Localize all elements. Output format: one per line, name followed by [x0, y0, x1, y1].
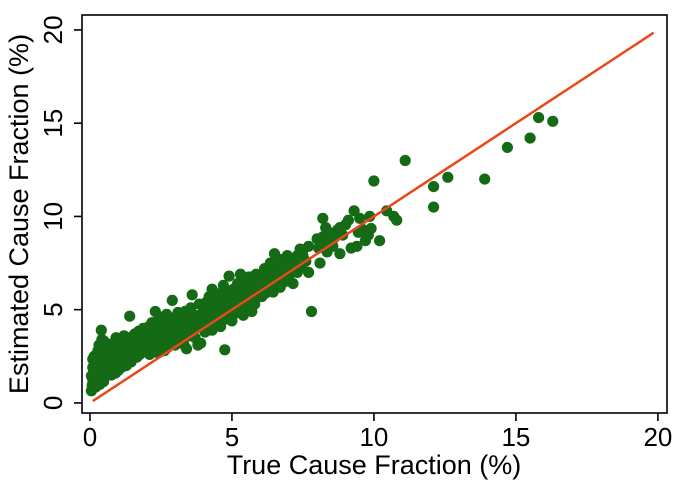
scatter-point — [180, 343, 193, 355]
scatter-point — [327, 240, 339, 252]
scatter-point — [90, 373, 102, 385]
y-tick-label: 0 — [38, 396, 68, 410]
scatter-point — [342, 214, 354, 226]
scatter-point — [368, 175, 380, 187]
x-tick-label: 20 — [643, 422, 672, 452]
scatter-point — [354, 212, 366, 224]
scatter-point — [391, 214, 403, 226]
scatter-point — [479, 173, 491, 185]
scatter-point — [124, 310, 136, 322]
scatter-point — [223, 270, 235, 282]
scatter-point — [314, 257, 326, 269]
scatter-point — [533, 112, 545, 124]
y-tick-label: 10 — [38, 202, 68, 231]
scatter-point — [524, 132, 536, 144]
y-tick-label: 20 — [38, 15, 68, 44]
scatter-point — [442, 171, 454, 183]
scatter-point — [303, 240, 315, 252]
scatter-point — [87, 353, 99, 365]
scatter-point — [186, 289, 198, 301]
x-tick-label: 15 — [501, 422, 530, 452]
scatter-point — [501, 141, 513, 153]
scatter-point — [287, 278, 299, 290]
scatter-point — [249, 298, 261, 310]
scatter-point — [166, 294, 178, 306]
scatter-point — [305, 305, 318, 318]
y-axis: 0 5 10 15 20 — [38, 15, 82, 410]
scatter-point — [303, 266, 315, 278]
data-points — [85, 112, 559, 397]
scatter-point — [334, 248, 346, 260]
scatter-point — [428, 201, 440, 213]
identity-line-path — [92, 31, 655, 403]
scatter-point — [351, 240, 363, 252]
scatter-point — [547, 115, 559, 127]
scatter-point — [399, 154, 411, 167]
scatter-point — [365, 222, 377, 235]
scatter-point — [317, 212, 329, 224]
scatter-point — [195, 337, 207, 349]
x-axis: 0 5 10 15 20 — [83, 413, 672, 452]
scatter-point — [364, 210, 376, 222]
x-tick-label: 10 — [359, 422, 388, 452]
scatter-point — [95, 324, 107, 336]
y-tick-label: 15 — [38, 109, 68, 138]
scatter-point — [374, 235, 386, 247]
y-axis-title: Estimated Cause Fraction (%) — [4, 34, 34, 394]
y-tick-label: 5 — [38, 302, 68, 316]
scatter-point — [219, 344, 231, 356]
scatter-point — [428, 181, 440, 193]
x-axis-title: True Cause Fraction (%) — [227, 450, 522, 480]
x-tick-label: 0 — [83, 422, 97, 452]
identity-line — [92, 31, 655, 403]
x-tick-label: 5 — [225, 422, 239, 452]
